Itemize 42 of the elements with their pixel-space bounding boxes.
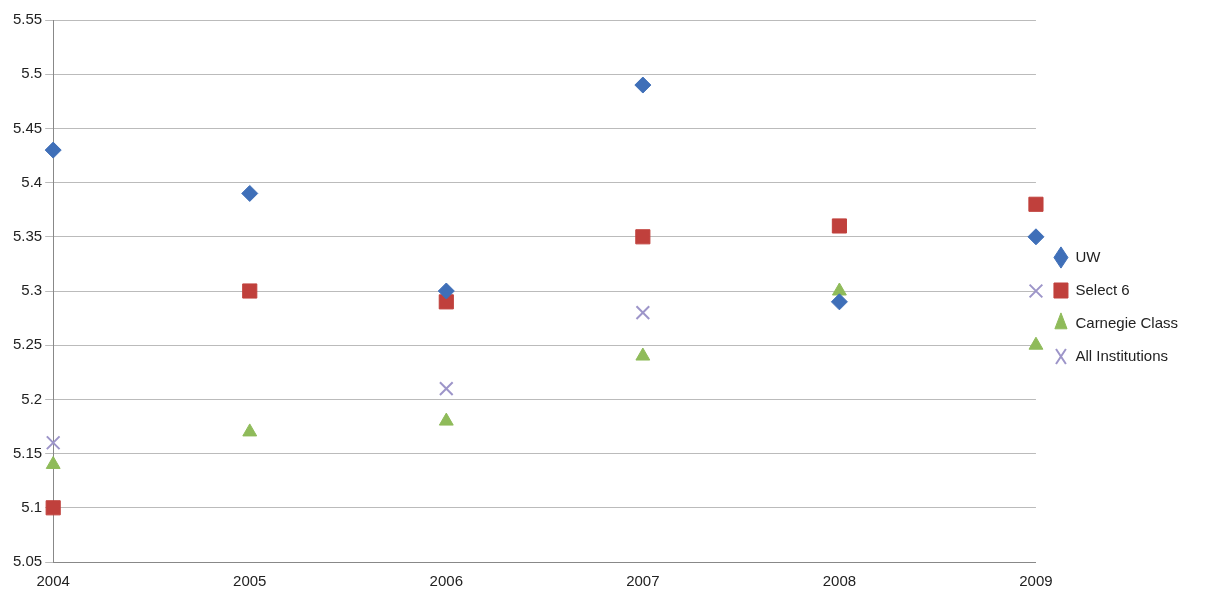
y-tick-label: 5.25 (12, 335, 43, 353)
x-tick-label: 2006 (429, 572, 463, 590)
point (830, 293, 848, 311)
point (438, 412, 454, 426)
x-tick-label: 2007 (626, 572, 660, 590)
point (635, 229, 651, 245)
y-tick-label: 5.55 (12, 10, 43, 28)
y-tick-label: 5.2 (21, 389, 43, 407)
point (635, 305, 651, 321)
point (44, 141, 62, 159)
x-tick-label: 2004 (36, 572, 70, 590)
y-tick-label: 5.15 (12, 443, 43, 461)
x-tick-label: 2005 (233, 572, 267, 590)
y-tick-label: 5.4 (21, 172, 43, 190)
point (45, 435, 61, 451)
point (242, 283, 258, 299)
x-tick-label: 2009 (1019, 572, 1053, 590)
point (634, 76, 652, 94)
legend-label: All Institutions (1075, 346, 1168, 364)
point (45, 455, 61, 469)
y-tick-label: 5.45 (12, 118, 43, 136)
point (1028, 336, 1044, 350)
point (1028, 283, 1044, 299)
point (831, 218, 847, 234)
y-tick-label: 5.35 (12, 226, 43, 244)
legend-label: UW (1075, 247, 1102, 265)
y-tick-label: 5.1 (21, 497, 43, 515)
legend-label: Select 6 (1075, 280, 1130, 298)
point (45, 500, 61, 516)
point (438, 381, 454, 396)
point (241, 184, 259, 202)
point (437, 282, 455, 300)
point (1028, 196, 1044, 212)
y-tick-label: 5.05 (12, 552, 43, 570)
point (242, 423, 258, 437)
x-tick-label: 2008 (822, 572, 857, 590)
point (831, 282, 847, 296)
point (1027, 228, 1045, 246)
point (635, 347, 651, 361)
y-tick-label: 5.3 (21, 281, 43, 299)
y-tick-label: 5.5 (21, 64, 43, 82)
legend-label: Carnegie Class (1075, 313, 1178, 331)
